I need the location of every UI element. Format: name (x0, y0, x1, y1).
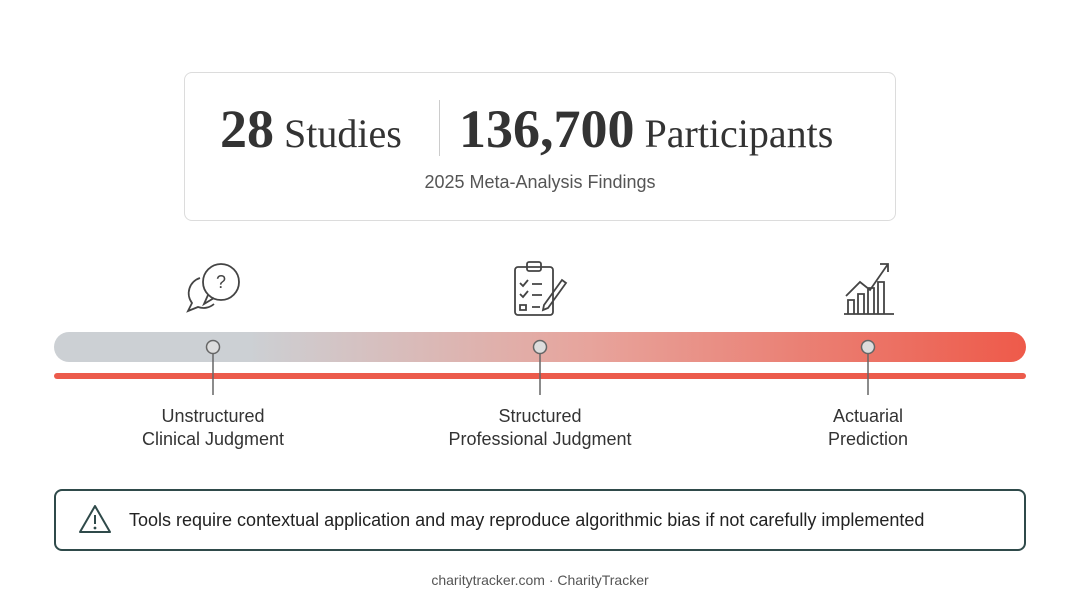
stage-label: Unstructured Clinical Judgment (83, 405, 343, 451)
icon-clipboard (514, 261, 568, 316)
label-line: Structured (498, 406, 582, 426)
stat: 28 Studies (220, 98, 402, 162)
stat-number: 28 (220, 99, 274, 159)
divider (439, 100, 440, 156)
label-line: Professional Judgment (448, 429, 632, 449)
svg-text:?: ? (216, 272, 226, 292)
markers (205, 339, 876, 395)
subtitle: 2025 Meta-Analysis Findings (424, 172, 656, 192)
stat-unit: Studies (284, 111, 402, 156)
warning-box (54, 489, 1026, 551)
icon-chat: ? (186, 263, 240, 313)
stage-label: Actuarial Prediction (738, 405, 998, 451)
icon-growth (844, 263, 894, 315)
label-line: Prediction (827, 429, 909, 449)
timeline: ? (54, 261, 1026, 395)
label-line: Actuarial (832, 406, 904, 426)
stage-label: Structured Professional Judgment (410, 405, 670, 451)
stat-number: 136,700 (459, 99, 635, 159)
label-line: Clinical Judgment (141, 429, 285, 449)
stat: 136,700 Participants (459, 98, 833, 162)
warning-text: Tools require contextual application and… (129, 510, 925, 530)
footer: charitytracker.com · CharityTracker (431, 572, 649, 588)
stats-card (184, 72, 896, 221)
warning-icon (79, 505, 111, 533)
stat-unit: Participants (644, 111, 834, 156)
label-line: Unstructured (161, 406, 265, 426)
